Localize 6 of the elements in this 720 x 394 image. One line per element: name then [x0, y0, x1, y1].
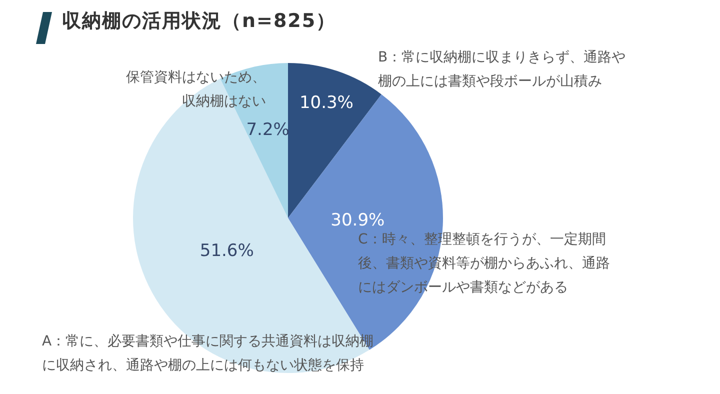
- chart-title: 収納棚の活用状況（n=825）: [62, 9, 336, 34]
- slice-label: B：常に収納棚に収まりきらず、通路や棚の上には書類や段ボールが山積み: [378, 50, 626, 90]
- slice-label: 保管資料はないため、収納棚はない: [126, 70, 266, 110]
- data-label: 30.9%: [330, 210, 385, 231]
- data-label: 51.6%: [200, 241, 254, 262]
- data-label: 10.3%: [299, 92, 354, 113]
